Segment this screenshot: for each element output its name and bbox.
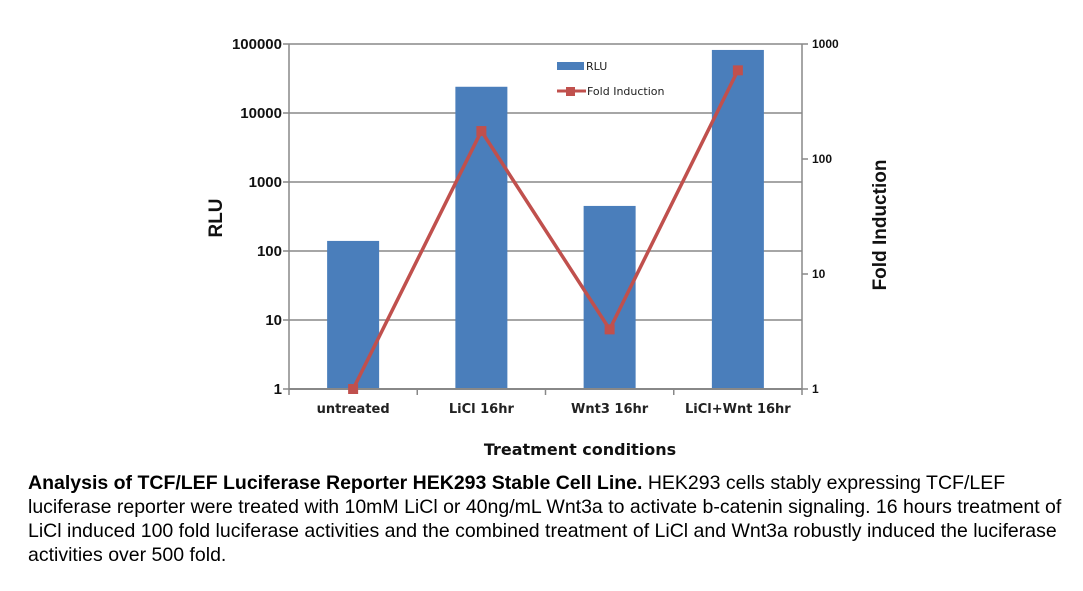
x-tick-label: Wnt3 16hr bbox=[571, 402, 649, 417]
axes bbox=[283, 43, 808, 395]
y2-tick-label: 1 bbox=[812, 382, 819, 396]
y-tick-label: 1000 bbox=[249, 174, 282, 191]
y-tick-label: 1 bbox=[274, 381, 282, 398]
bar-wnt3-16hr bbox=[583, 205, 636, 389]
figure-caption: Analysis of TCF/LEF Luciferase Reporter … bbox=[28, 471, 1068, 567]
fold-marker bbox=[476, 126, 487, 137]
fold-induction-line bbox=[351, 69, 740, 390]
caption-title: Analysis of TCF/LEF Luciferase Reporter … bbox=[28, 472, 643, 494]
y2-tick-label: 100 bbox=[812, 152, 832, 166]
fold-marker bbox=[732, 65, 743, 76]
bar-untreated bbox=[327, 240, 380, 389]
legend-swatch-rlu bbox=[557, 62, 584, 70]
y-tick-label: 100000 bbox=[232, 36, 282, 53]
bars bbox=[327, 49, 764, 390]
x-tick-label: LiCl 16hr bbox=[449, 402, 515, 417]
y2-axis-label: Fold Induction bbox=[870, 160, 891, 291]
legend: RLU Fold Induction bbox=[557, 60, 665, 98]
x-axis-label: Treatment conditions bbox=[484, 440, 676, 459]
legend-label-rlu: RLU bbox=[586, 60, 607, 73]
y-tick-label: 10000 bbox=[240, 105, 282, 122]
x-tick-label: LiCl+Wnt 16hr bbox=[685, 402, 791, 417]
y-tick-label: 10 bbox=[265, 312, 282, 329]
y-axis-label: RLU bbox=[206, 198, 227, 237]
chart: 1 10 100 1000 10000 100000 1 10 100 1000 untreated… bbox=[206, 36, 891, 459]
fold-marker bbox=[348, 384, 359, 394]
y-tick-label: 100 bbox=[257, 243, 282, 260]
x-tick-label: untreated bbox=[317, 402, 390, 417]
tick-labels: 1 10 100 1000 10000 100000 1 10 100 1000 untreated… bbox=[232, 36, 839, 417]
y2-tick-label: 10 bbox=[812, 267, 826, 281]
legend-label-fold: Fold Induction bbox=[587, 85, 665, 98]
bar-licl-wnt-16hr bbox=[711, 49, 764, 390]
fold-line bbox=[348, 65, 743, 394]
y2-tick-label: 1000 bbox=[812, 37, 839, 51]
legend-marker-fold bbox=[566, 87, 575, 96]
caption-body: HEK293 cells stably expressing TCF/LEF l… bbox=[28, 472, 1062, 566]
fold-marker bbox=[604, 324, 615, 335]
bar-licl-16hr bbox=[455, 86, 508, 389]
